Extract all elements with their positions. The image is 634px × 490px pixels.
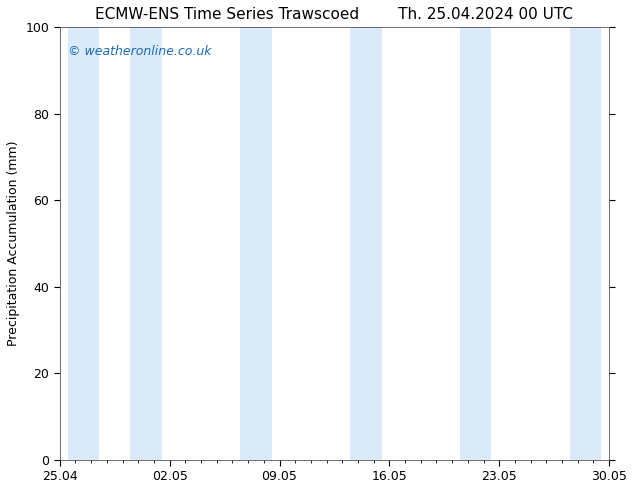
Title: ECMW-ENS Time Series Trawscoed        Th. 25.04.2024 00 UTC: ECMW-ENS Time Series Trawscoed Th. 25.04… xyxy=(96,7,574,22)
Bar xyxy=(68,27,99,460)
Bar xyxy=(350,27,382,460)
Bar xyxy=(240,27,272,460)
Bar xyxy=(460,27,491,460)
Text: © weatheronline.co.uk: © weatheronline.co.uk xyxy=(68,45,212,57)
Bar xyxy=(570,27,601,460)
Bar xyxy=(131,27,162,460)
Y-axis label: Precipitation Accumulation (mm): Precipitation Accumulation (mm) xyxy=(7,141,20,346)
